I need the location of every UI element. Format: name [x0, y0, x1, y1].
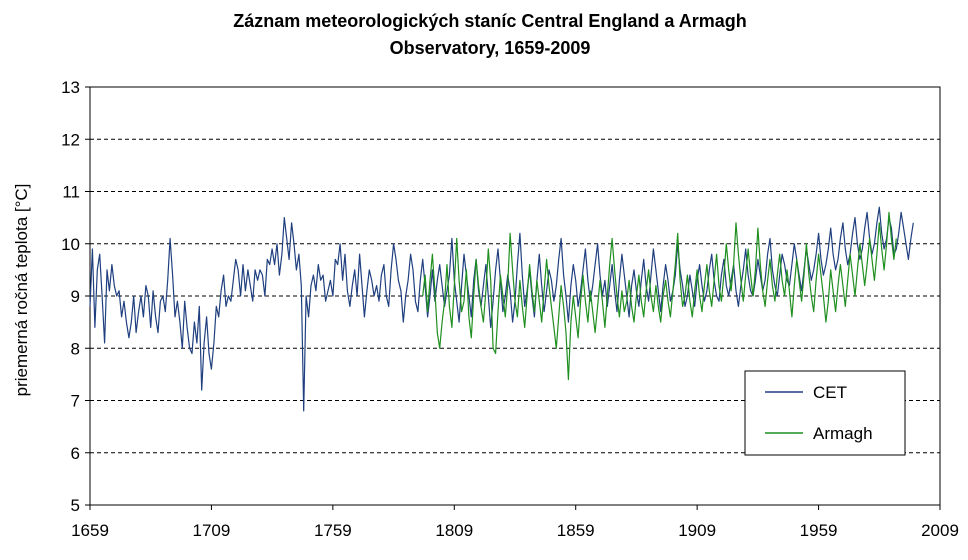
y-tick-label: 7: [71, 392, 80, 411]
chart-title-line-2: Observatory, 1659-2009: [389, 38, 591, 58]
x-tick-label: 2009: [921, 521, 959, 540]
y-tick-label: 13: [61, 78, 80, 97]
y-tick-label: 11: [62, 183, 80, 202]
x-tick-label: 1659: [71, 521, 109, 540]
y-tick-label: 5: [71, 496, 80, 515]
legend-label-cet: CET: [813, 383, 847, 402]
y-tick-label: 9: [71, 287, 80, 306]
series-lines: [89, 206, 914, 412]
y-tick-label: 12: [61, 130, 80, 149]
x-tick-label: 1709: [193, 521, 231, 540]
y-tick-label: 6: [71, 444, 80, 463]
legend: CET Armagh: [744, 370, 906, 456]
chart-title: Záznam meteorologických staníc Central E…: [0, 8, 968, 62]
y-tick-label: 10: [61, 235, 80, 254]
y-axis-label: priemerná ročná teplota [°C]: [12, 184, 31, 397]
chart-title-line-1: Záznam meteorologických staníc Central E…: [233, 11, 747, 31]
x-tick-label: 1809: [435, 521, 473, 540]
axis-ticks: 5 6 7 8 9 10 11 12 13 1659 1709 1759 1809 1859 1909 195…: [61, 78, 959, 540]
y-tick-label: 8: [71, 339, 80, 358]
x-tick-label: 1759: [314, 521, 352, 540]
x-tick-label: 1859: [557, 521, 595, 540]
legend-box: [744, 370, 906, 456]
x-tick-label: 1959: [800, 521, 838, 540]
x-tick-label: 1909: [678, 521, 716, 540]
legend-label-armagh: Armagh: [813, 424, 873, 443]
series-line-armagh: [422, 211, 897, 381]
